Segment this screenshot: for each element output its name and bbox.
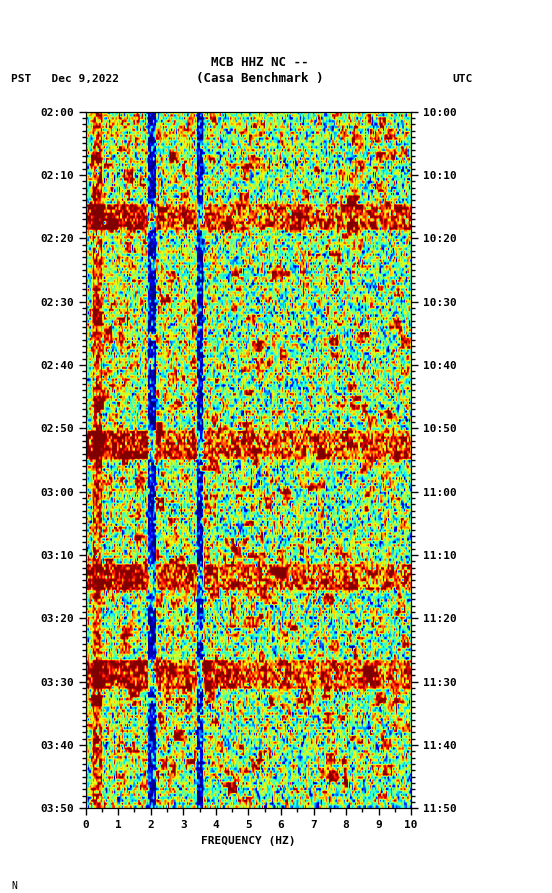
X-axis label: FREQUENCY (HZ): FREQUENCY (HZ) [201,836,296,846]
Text: PST   Dec 9,2022: PST Dec 9,2022 [11,73,119,84]
Text: N: N [11,880,17,890]
Text: MCB HHZ NC --: MCB HHZ NC -- [211,56,308,69]
Text: (Casa Benchmark ): (Casa Benchmark ) [196,72,323,85]
Text: USGS: USGS [20,15,57,29]
Text: UTC: UTC [453,73,473,84]
